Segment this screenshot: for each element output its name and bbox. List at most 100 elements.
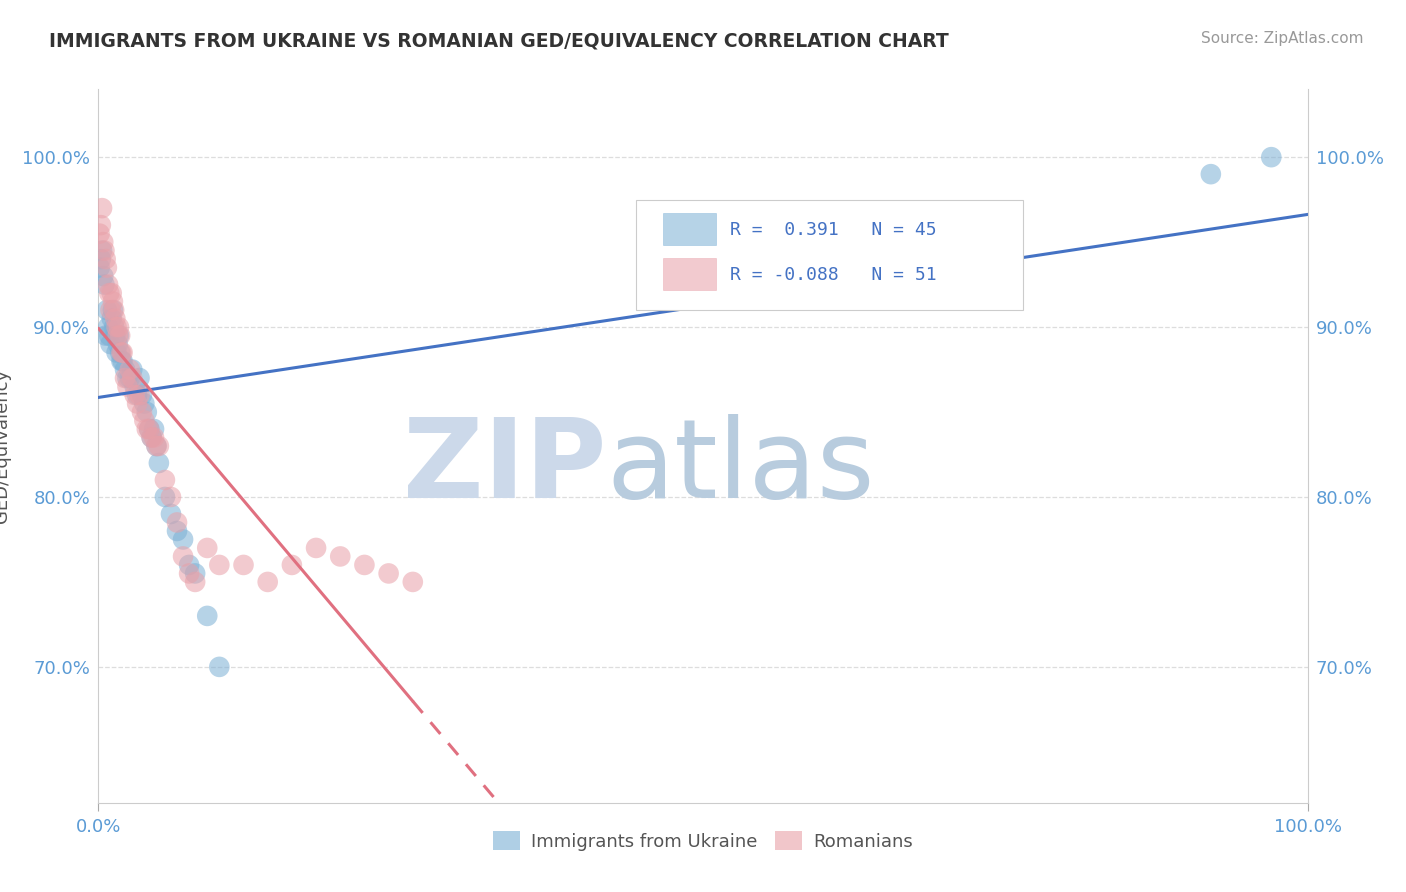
Point [121, 362, 143, 376]
Point [377, 566, 399, 581]
Point [153, 490, 176, 504]
Text: Source: ZipAtlas.com: Source: ZipAtlas.com [1201, 31, 1364, 46]
Point [256, 574, 278, 589]
Point [94, 328, 117, 343]
Point [153, 473, 176, 487]
Point [141, 430, 163, 444]
Point [114, 362, 136, 376]
Point [96, 303, 118, 318]
Point [110, 354, 132, 368]
Point [96, 260, 118, 275]
Point [184, 574, 207, 589]
Point [110, 345, 132, 359]
Point [160, 490, 183, 504]
Point [117, 371, 139, 385]
Point [208, 660, 231, 674]
Point [107, 328, 129, 343]
Point [141, 430, 163, 444]
Point [104, 328, 127, 343]
Point [108, 320, 131, 334]
Point [135, 405, 157, 419]
Point [91, 244, 114, 258]
Text: R = -0.088   N = 51: R = -0.088 N = 51 [730, 266, 936, 284]
Point [128, 371, 150, 385]
Point [98, 328, 121, 343]
Point [143, 422, 166, 436]
Point [128, 388, 150, 402]
Point [305, 541, 328, 555]
Point [105, 320, 128, 334]
Point [105, 345, 128, 359]
Point [103, 303, 125, 318]
Point [281, 558, 304, 572]
FancyBboxPatch shape [664, 213, 716, 244]
Point [148, 439, 170, 453]
Legend: Immigrants from Ukraine, Romanians: Immigrants from Ukraine, Romanians [485, 824, 921, 858]
Point [208, 558, 231, 572]
Point [91, 235, 114, 249]
Point [195, 541, 218, 555]
Point [195, 608, 218, 623]
Point [100, 303, 122, 318]
Point [101, 303, 124, 318]
Point [131, 405, 153, 419]
Point [1260, 150, 1282, 164]
Point [172, 533, 194, 547]
Point [101, 294, 124, 309]
Point [134, 396, 156, 410]
Point [145, 439, 167, 453]
Text: atlas: atlas [606, 414, 875, 521]
Point [100, 337, 122, 351]
Point [94, 252, 117, 266]
Point [134, 413, 156, 427]
Point [114, 371, 136, 385]
Point [89, 227, 111, 241]
Point [135, 422, 157, 436]
FancyBboxPatch shape [637, 200, 1024, 310]
Point [121, 371, 143, 385]
Point [97, 277, 120, 292]
Point [98, 286, 121, 301]
Point [131, 388, 153, 402]
Point [353, 558, 375, 572]
Point [329, 549, 352, 564]
Point [118, 371, 141, 385]
Text: IMMIGRANTS FROM UKRAINE VS ROMANIAN GED/EQUIVALENCY CORRELATION CHART: IMMIGRANTS FROM UKRAINE VS ROMANIAN GED/… [49, 31, 949, 50]
Point [232, 558, 254, 572]
Point [166, 516, 188, 530]
Text: ZIP: ZIP [404, 414, 606, 521]
Point [138, 422, 160, 436]
Point [91, 201, 114, 215]
Point [166, 524, 188, 538]
Point [91, 269, 114, 284]
Point [145, 439, 167, 453]
Point [89, 260, 111, 275]
Point [93, 244, 115, 258]
Point [127, 396, 149, 410]
Point [1199, 167, 1222, 181]
Point [179, 558, 201, 572]
Point [118, 362, 141, 376]
Y-axis label: GED/Equivalency: GED/Equivalency [0, 369, 11, 523]
Point [402, 574, 425, 589]
Point [127, 388, 149, 402]
Point [93, 277, 115, 292]
Point [172, 549, 194, 564]
Point [117, 379, 139, 393]
Point [111, 354, 134, 368]
Point [107, 337, 129, 351]
Point [138, 422, 160, 436]
Point [124, 379, 146, 393]
Point [108, 345, 131, 359]
Point [111, 345, 134, 359]
Point [124, 388, 146, 402]
Point [104, 311, 127, 326]
Point [160, 507, 183, 521]
Point [97, 320, 120, 334]
Point [143, 430, 166, 444]
Point [103, 320, 125, 334]
Point [148, 456, 170, 470]
Point [100, 286, 122, 301]
Point [108, 328, 131, 343]
Text: R =  0.391   N = 45: R = 0.391 N = 45 [730, 221, 936, 239]
